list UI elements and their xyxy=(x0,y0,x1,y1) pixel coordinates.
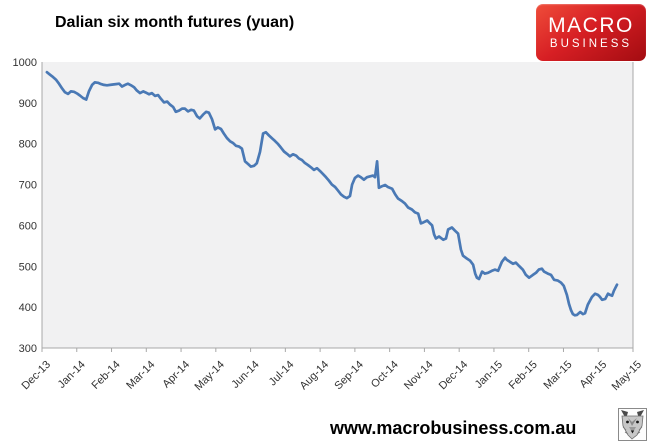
y-tick-label: 600 xyxy=(19,220,37,232)
x-tick-label: Feb-14 xyxy=(90,359,123,392)
price-line xyxy=(45,70,619,317)
y-tick-label: 400 xyxy=(19,302,37,314)
macrobusiness-logo: MACRO BUSINESS xyxy=(536,4,646,61)
x-tick-label: Nov-14 xyxy=(402,359,436,393)
x-tick-label: Feb-15 xyxy=(507,359,540,392)
y-tick-label: 300 xyxy=(19,343,37,355)
logo-macro-text: MACRO xyxy=(548,13,634,37)
footer-url: www.macrobusiness.com.au xyxy=(330,418,577,438)
y-tick-label: 500 xyxy=(19,261,37,273)
x-tick-label: May-14 xyxy=(193,359,227,393)
wolf-logo-icon xyxy=(618,408,647,441)
x-tick-label: Jul-14 xyxy=(267,359,297,389)
x-tick-label: Dec-13 xyxy=(20,359,54,393)
x-tick-label: Apr-15 xyxy=(578,359,610,391)
y-tick-label: 800 xyxy=(19,139,37,151)
y-axis-labels: 300 400 500 600 700 800 900 1000 xyxy=(13,57,37,355)
x-tick-label: Aug-14 xyxy=(298,359,332,393)
y-tick-label: 700 xyxy=(19,180,37,192)
axis-frame xyxy=(41,62,634,349)
chart-title: Dalian six month futures (yuan) xyxy=(55,14,295,31)
x-tick-label: Mar-15 xyxy=(541,359,574,392)
x-tick-label: Dec-14 xyxy=(437,359,471,393)
y-tick-label: 1000 xyxy=(13,57,37,69)
footer: www.macrobusiness.com.au xyxy=(0,404,649,442)
x-tick-label: Jan-14 xyxy=(56,359,88,391)
x-tick-label: Sep-14 xyxy=(332,359,366,393)
x-tick-label: Jun-14 xyxy=(229,359,261,391)
plot-area xyxy=(42,62,633,348)
axis-ticks xyxy=(41,348,634,352)
x-tick-label: Apr-14 xyxy=(160,359,192,391)
x-tick-label: Jan-15 xyxy=(473,359,505,391)
x-axis-labels: Dec-13 Jan-14 Feb-14 Mar-14 Apr-14 May-14 Jun-… xyxy=(20,359,645,393)
x-tick-label: Oct-14 xyxy=(369,359,401,391)
logo-business-text: BUSINESS xyxy=(549,37,633,50)
x-tick-label: May-15 xyxy=(610,359,644,393)
y-tick-label: 900 xyxy=(19,98,37,110)
x-tick-label: Mar-14 xyxy=(124,359,157,392)
